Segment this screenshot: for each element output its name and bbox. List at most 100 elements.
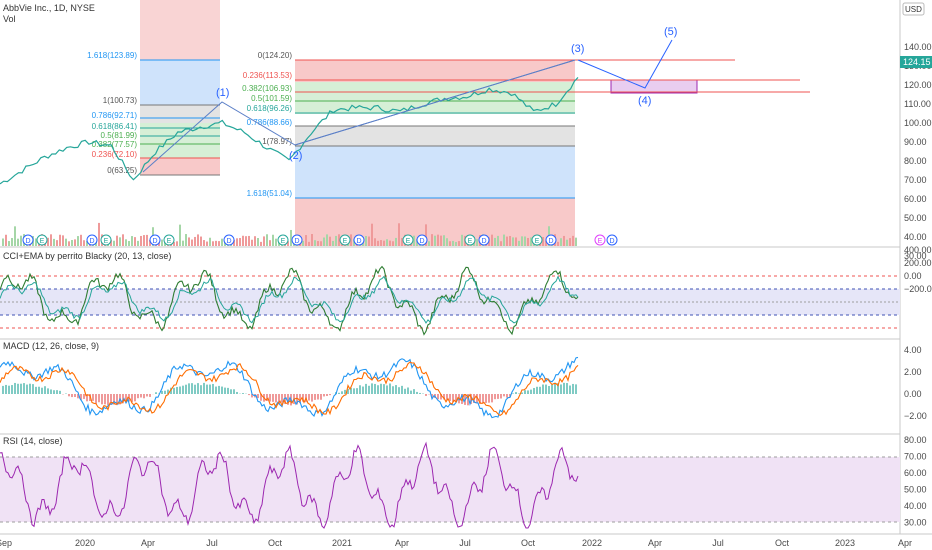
dividend-badge[interactable]: D	[478, 234, 490, 246]
time-tick-label: 2022	[582, 538, 602, 548]
svg-text:D: D	[548, 238, 553, 245]
macd-hist-bar	[221, 386, 223, 394]
volume-bar	[131, 236, 133, 246]
volume-bar	[245, 236, 247, 246]
price-tick-label: 60.00	[904, 194, 927, 204]
volume-bar	[569, 238, 571, 246]
fib-zone-left-blue	[140, 60, 220, 105]
volume-bar	[146, 234, 148, 246]
currency-badge[interactable]	[902, 2, 925, 16]
dividend-badge[interactable]: D	[606, 234, 618, 246]
macd-hist-bar	[302, 394, 304, 402]
cci-pane[interactable]: CCI+EMA by perrito Blacky (20, 13, close…	[0, 251, 900, 336]
macd-hist-bar	[176, 386, 178, 394]
macd-pane[interactable]: MACD (12, 26, close, 9)	[0, 341, 579, 419]
dividend-badge[interactable]: D	[416, 234, 428, 246]
macd-line[interactable]	[0, 356, 579, 419]
cci-series-line[interactable]	[0, 265, 579, 336]
macd-hist-bar	[347, 388, 349, 394]
macd-hist-bar	[134, 394, 136, 402]
macd-hist-bar	[86, 394, 88, 402]
dividend-badge[interactable]: D	[22, 234, 34, 246]
dividend-badge[interactable]: D	[353, 234, 365, 246]
macd-hist-bar	[17, 383, 19, 394]
volume-bar	[269, 240, 271, 246]
price-axis[interactable]: 140.00130.00120.00110.00100.0090.0080.00…	[904, 42, 932, 528]
earnings-badge[interactable]: E	[594, 234, 606, 246]
earnings-badge[interactable]: E	[163, 234, 175, 246]
volume-bar	[302, 240, 304, 246]
wave-channel-line[interactable]	[294, 59, 576, 146]
volume-bar	[527, 237, 529, 246]
macd-hist-bar	[44, 386, 46, 394]
earnings-badge[interactable]: E	[36, 234, 48, 246]
macd-hist-bar	[47, 388, 49, 394]
svg-text:D: D	[609, 238, 614, 245]
price-series-line[interactable]	[0, 76, 579, 185]
volume-bar	[53, 238, 55, 246]
fib-label: 0.382(106.93)	[242, 84, 292, 93]
target-box[interactable]	[610, 79, 698, 94]
price-tick-label: 110.00	[904, 99, 931, 109]
macd-hist-bar	[272, 394, 274, 402]
macd-hist-bar	[380, 383, 382, 394]
earnings-badge[interactable]: E	[402, 234, 414, 246]
macd-hist-bar	[437, 394, 439, 400]
dividend-badge[interactable]: D	[291, 234, 303, 246]
dividend-badge[interactable]: D	[545, 234, 557, 246]
dividend-badge[interactable]: D	[223, 234, 235, 246]
macd-hist-bar	[326, 394, 328, 397]
macd-hist-bar	[482, 394, 484, 404]
volume-bar	[308, 241, 310, 246]
time-axis[interactable]: Sep 2020 Apr Jul Oct 2021 Apr Jul Oct 2022 Apr Jul O…	[0, 538, 912, 548]
macd-hist-bar	[566, 383, 568, 394]
macd-hist-bar	[248, 394, 250, 396]
price-tick-label: 100.00	[904, 118, 932, 128]
macd-hist-bar	[350, 387, 352, 394]
rsi-pane[interactable]: RSI (14, close)	[0, 436, 900, 529]
volume-bar	[335, 235, 337, 246]
dividend-badge[interactable]: D	[86, 234, 98, 246]
price-tick-label: 120.00	[904, 80, 932, 90]
fib-label: 0.618(96.26)	[247, 104, 293, 113]
macd-hist-bar	[95, 394, 97, 404]
macd-hist-bar	[404, 388, 406, 394]
volume-bar	[311, 234, 313, 246]
earnings-badge[interactable]: E	[100, 234, 112, 246]
volume-bar	[272, 234, 274, 246]
macd-hist-bar	[455, 394, 457, 402]
svg-text:D: D	[25, 238, 30, 245]
volume-bar	[434, 235, 436, 246]
volume-bar	[137, 240, 139, 246]
volume-bar	[251, 239, 253, 246]
volume-bar	[353, 239, 355, 246]
volume-bar	[215, 240, 217, 246]
last-price-badge	[900, 56, 932, 68]
macd-tick-label: 4.00	[904, 345, 922, 355]
volume-bar	[350, 234, 352, 246]
macd-hist-bar	[296, 394, 298, 405]
rsi-series-line[interactable]	[0, 441, 579, 529]
volume-bar	[80, 234, 82, 246]
volume-bar	[179, 224, 181, 246]
earnings-badge[interactable]: E	[531, 234, 543, 246]
fib-label: 1.618(123.89)	[87, 51, 137, 60]
earnings-badge[interactable]: E	[277, 234, 289, 246]
dividend-badge[interactable]: D	[149, 234, 161, 246]
macd-hist-bar	[287, 394, 289, 405]
earnings-badge[interactable]: E	[339, 234, 351, 246]
macd-signal-line[interactable]	[0, 361, 579, 417]
volume-bar	[140, 235, 142, 246]
cci-ema-line[interactable]	[0, 275, 579, 324]
volume-bar	[401, 237, 403, 246]
macd-hist-bar	[266, 394, 268, 402]
earnings-badge[interactable]: E	[464, 234, 476, 246]
volume-bar	[446, 238, 448, 246]
volume-bar	[260, 241, 262, 246]
main-price-pane[interactable]: 1.618(123.89) 1(100.73) 0.786(92.71) 0.6…	[0, 0, 925, 246]
volume-bar	[203, 240, 205, 246]
macd-hist-bar	[320, 394, 322, 400]
wave-projection-line[interactable]	[577, 39, 673, 89]
